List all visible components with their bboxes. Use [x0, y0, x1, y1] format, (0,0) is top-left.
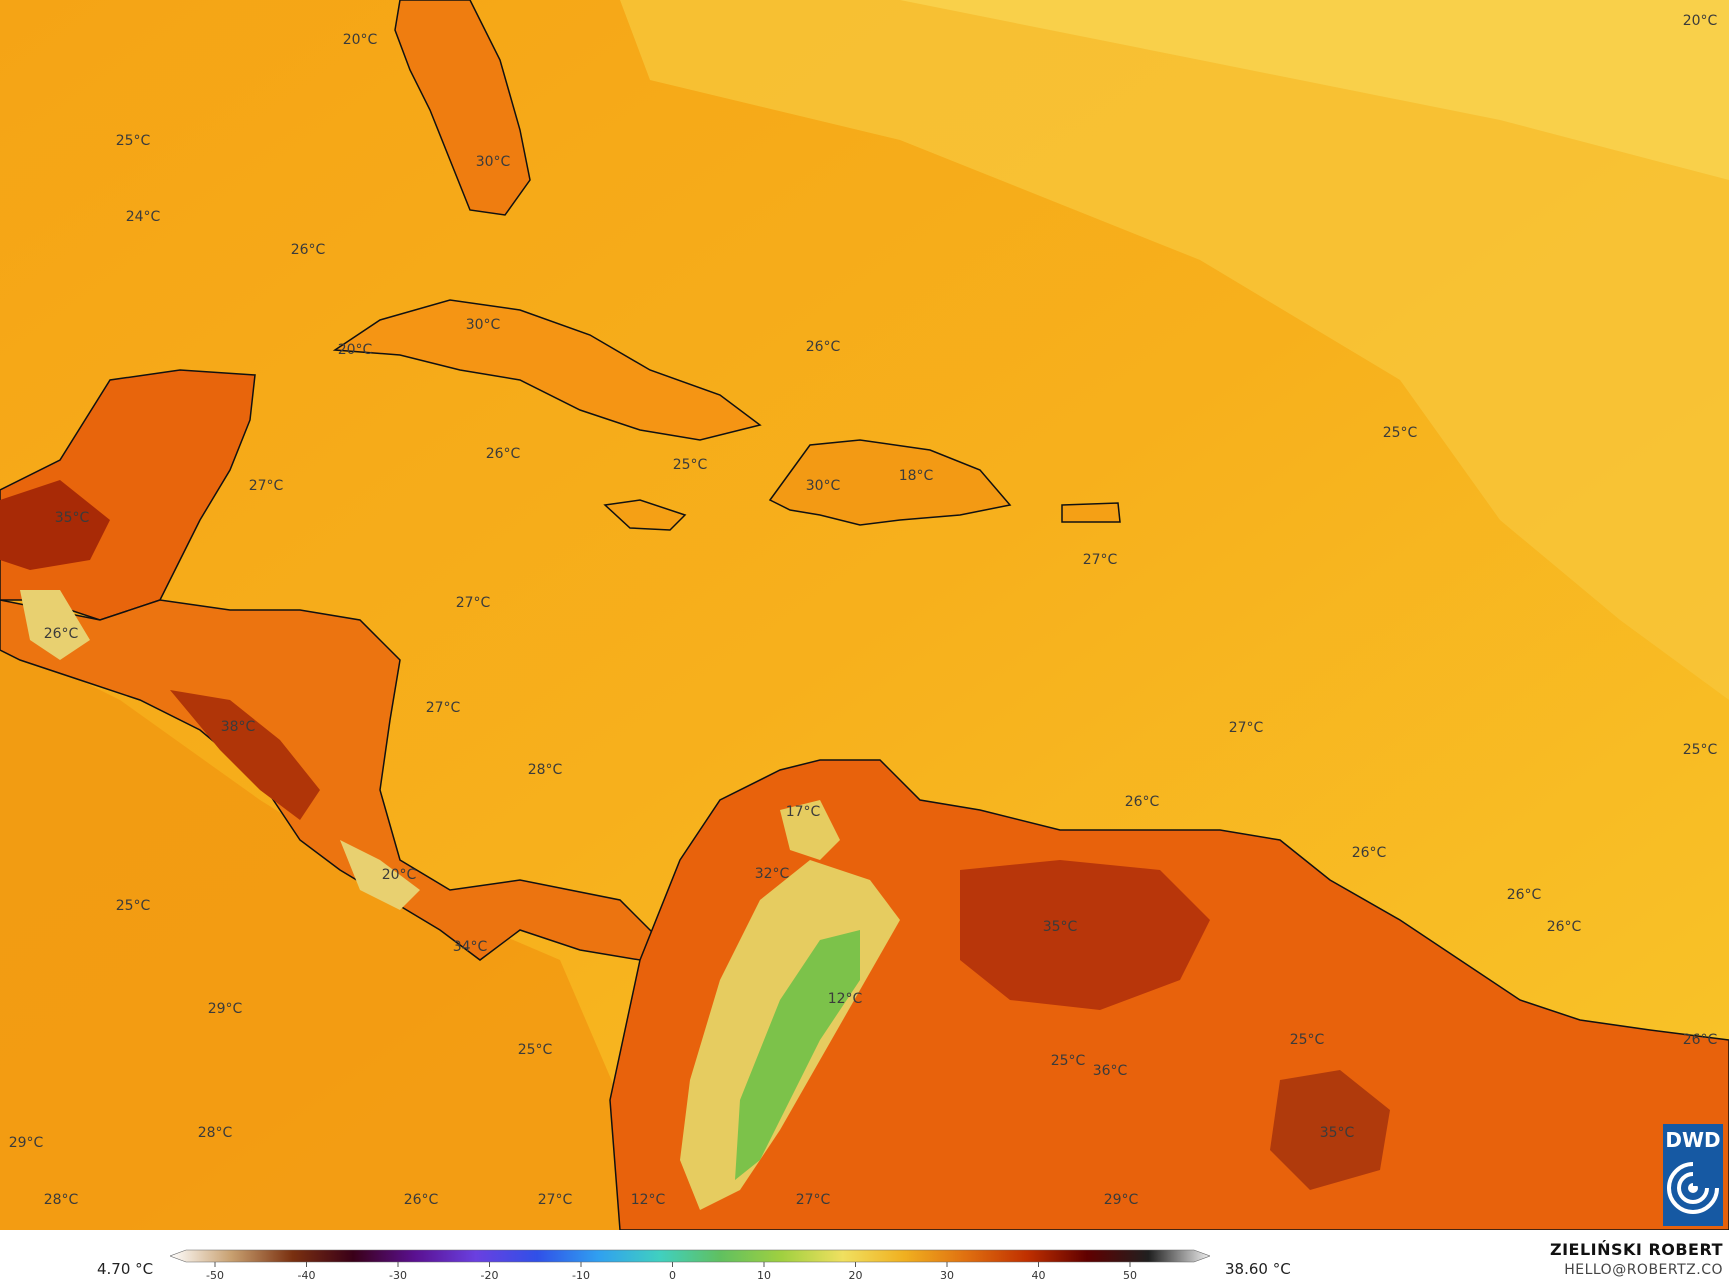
temperature-label: 26°C [1507, 887, 1542, 903]
colorbar-tick-label: -50 [206, 1269, 224, 1282]
temperature-label: 26°C [1683, 1032, 1718, 1048]
temperature-label: 27°C [1083, 552, 1118, 568]
temperature-label: 12°C [828, 991, 863, 1007]
temperature-label: 26°C [1547, 919, 1582, 935]
temperature-label: 26°C [291, 242, 326, 258]
colorbar-tick-label: -40 [298, 1269, 316, 1282]
temperature-label: 26°C [486, 446, 521, 462]
legend-min-label: 4.70 °C [97, 1260, 154, 1278]
temperature-label: 29°C [1104, 1192, 1139, 1208]
temperature-label: 18°C [899, 468, 934, 484]
temperature-label: 25°C [1290, 1032, 1325, 1048]
cool-north-region [900, 0, 1729, 180]
hispaniola-land [768, 439, 1012, 526]
costa-rica-highland [340, 840, 420, 910]
colorbar-tick-label: 40 [1032, 1269, 1046, 1282]
colorbar-tick-label: -10 [572, 1269, 590, 1282]
temperature-label: 28°C [198, 1125, 233, 1141]
colorbar-tick-label: -20 [481, 1269, 499, 1282]
colorbar-ticks: -50 -40 -30 -20 -10 0 10 20 30 40 50 [206, 1262, 1137, 1282]
temperature-label: 20°C [1683, 13, 1718, 29]
temperature-label: 25°C [518, 1042, 553, 1058]
temperature-label: 30°C [466, 317, 501, 333]
temperature-label: 28°C [44, 1192, 79, 1208]
temperature-label: 25°C [673, 457, 708, 473]
temperature-label: 36°C [1093, 1063, 1128, 1079]
temperature-label: 27°C [426, 700, 461, 716]
temperature-label: 25°C [116, 133, 151, 149]
temperature-label: 30°C [806, 478, 841, 494]
cuba-land [332, 299, 762, 441]
temperature-label: 35°C [1043, 919, 1078, 935]
author-name: ZIELIŃSKI ROBERT [1549, 1240, 1723, 1259]
temperature-label: 29°C [9, 1135, 44, 1151]
colorbar-tick-label: 30 [940, 1269, 954, 1282]
temperature-label: 35°C [1320, 1125, 1355, 1141]
colorbar-tick-label: 10 [757, 1269, 771, 1282]
temperature-label: 24°C [126, 209, 161, 225]
temperature-labels: 20°C 20°C 25°C 30°C 24°C 26°C 20°C 30°C 26°C 25°C… [9, 13, 1718, 1208]
colorbar-tick-label: -30 [389, 1269, 407, 1282]
mexico-hot-region [0, 480, 110, 570]
temperature-label: 38°C [221, 719, 256, 735]
andes-cold [735, 930, 860, 1180]
venezuela-hot [960, 860, 1210, 1010]
florida-land [394, 0, 531, 216]
legend-max-label: 38.60 °C [1225, 1260, 1291, 1278]
colorbar-tick-label: 20 [849, 1269, 863, 1282]
temperature-label: 25°C [1051, 1053, 1086, 1069]
temperature-label: 27°C [796, 1192, 831, 1208]
northern-colombia-cool [780, 800, 840, 860]
temperature-label: 20°C [338, 342, 373, 358]
colorbar: -50 -40 -30 -20 -10 0 10 20 30 40 50 [170, 1249, 1210, 1282]
temperature-label: 25°C [1383, 425, 1418, 441]
puerto-rico-land [1061, 502, 1121, 523]
temperature-label: 25°C [116, 898, 151, 914]
warm-pacific-region [0, 640, 620, 1230]
colorbar-tick-label: 0 [669, 1269, 676, 1282]
temperature-label: 25°C [1683, 742, 1718, 758]
temperature-label: 12°C [631, 1192, 666, 1208]
temperature-label: 20°C [343, 32, 378, 48]
temperature-label: 27°C [538, 1192, 573, 1208]
guyana-hot [1270, 1070, 1390, 1190]
dwd-logo-text: DWD [1665, 1128, 1721, 1152]
temperature-label: 28°C [528, 762, 563, 778]
temperature-label: 26°C [806, 339, 841, 355]
temperature-label: 20°C [382, 867, 417, 883]
cool-atlantic-region [620, 0, 1729, 700]
colorbar-tick-label: 50 [1123, 1269, 1137, 1282]
spiral-icon [1667, 1160, 1721, 1214]
central-america-highland [20, 590, 90, 660]
jamaica-land [603, 499, 687, 531]
temperature-label: 27°C [456, 595, 491, 611]
temperature-label: 27°C [249, 478, 284, 494]
colorbar-bar [170, 1249, 1210, 1263]
temperature-label: 26°C [404, 1192, 439, 1208]
central-america-hot [170, 690, 320, 820]
temperature-label: 30°C [476, 154, 511, 170]
temperature-label: 17°C [786, 804, 821, 820]
temperature-label: 26°C [1125, 794, 1160, 810]
temperature-label: 27°C [1229, 720, 1264, 736]
temperature-label: 26°C [44, 626, 79, 642]
temperature-label: 29°C [208, 1001, 243, 1017]
author-email: HELLO@ROBERTZ.CO [1564, 1262, 1723, 1278]
color-legend: 4.70 °C -50 -40 -30 -20 -10 0 10 20 30 40 50 38.60… [0, 1230, 1729, 1287]
temperature-label: 34°C [453, 939, 488, 955]
temperature-map: 20°C 20°C 25°C 30°C 24°C 26°C 20°C 30°C 26°C 25°C… [0, 0, 1729, 1230]
temperature-label: 26°C [1352, 845, 1387, 861]
temperature-label: 32°C [755, 866, 790, 882]
south-america-land [609, 759, 1729, 1230]
dwd-logo: DWD [1663, 1124, 1723, 1226]
temperature-label: 35°C [55, 510, 90, 526]
